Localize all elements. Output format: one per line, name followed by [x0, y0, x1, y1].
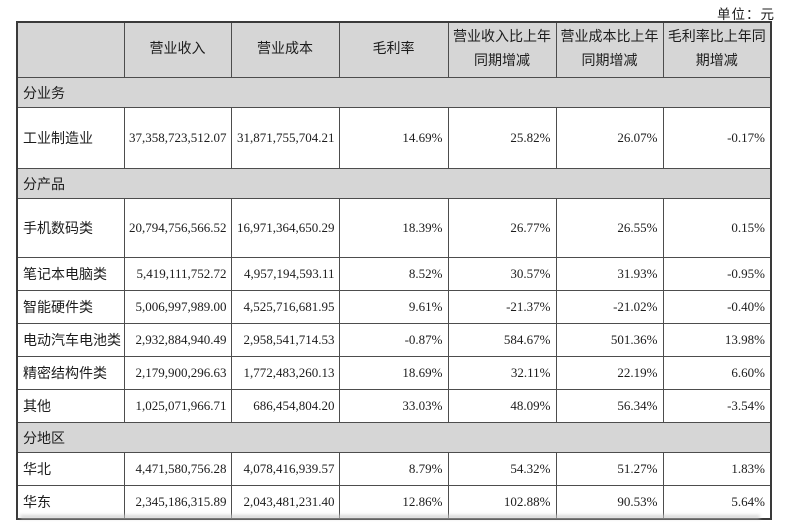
table-row-other: 其他 1,025,071,966.71 686,454,804.20 33.03… — [16, 389, 772, 423]
cell-margin-yoy: 1.83% — [662, 452, 772, 486]
row-label: 智能硬件类 — [16, 290, 125, 324]
cell-margin-yoy: -3.54% — [662, 389, 772, 423]
cell-cost: 16,971,364,650.29 — [230, 198, 340, 258]
cell-revenue: 4,471,580,756.28 — [123, 452, 232, 486]
cell-revenue-yoy: 54.32% — [447, 452, 557, 486]
cell-margin-yoy: -0.40% — [662, 290, 772, 324]
section-title: 分地区 — [16, 422, 772, 453]
cell-cost-yoy: 26.07% — [555, 107, 664, 169]
corner-cell — [16, 21, 125, 78]
cell-revenue-yoy: 26.77% — [447, 198, 557, 258]
cell-cost-yoy: 31.93% — [555, 257, 664, 291]
row-label: 华东 — [16, 485, 125, 520]
cell-cost: 4,525,716,681.95 — [230, 290, 340, 324]
row-label: 手机数码类 — [16, 198, 125, 258]
cell-cost-yoy: 56.34% — [555, 389, 664, 423]
col-header-revenue-yoy: 营业收入比上年同期增减 — [447, 21, 557, 78]
section-title: 分产品 — [16, 168, 772, 199]
cell-gross-margin: 9.61% — [338, 290, 449, 324]
cell-cost: 686,454,804.20 — [230, 389, 340, 423]
row-label: 工业制造业 — [16, 107, 125, 169]
cell-gross-margin: 14.69% — [338, 107, 449, 169]
section-row-region: 分地区 — [16, 422, 772, 453]
cell-margin-yoy: 6.60% — [662, 356, 772, 390]
col-header-margin-yoy: 毛利率比上年同期增减 — [662, 21, 772, 78]
cell-margin-yoy: -0.17% — [662, 107, 772, 169]
row-label: 笔记本电脑类 — [16, 257, 125, 291]
cutoff-next-row-remnant — [20, 515, 760, 519]
section-row-product: 分产品 — [16, 168, 772, 199]
cell-revenue: 5,006,997,989.00 — [123, 290, 232, 324]
cell-revenue: 5,419,111,752.72 — [123, 257, 232, 291]
table-row-smart-hardware: 智能硬件类 5,006,997,989.00 4,525,716,681.95 … — [16, 290, 772, 324]
cell-cost: 1,772,483,260.13 — [230, 356, 340, 390]
cell-cost-yoy: 26.55% — [555, 198, 664, 258]
cell-revenue-yoy: -21.37% — [447, 290, 557, 324]
cell-cost-yoy: -21.02% — [555, 290, 664, 324]
cell-revenue: 2,345,186,315.89 — [123, 485, 232, 520]
section-title: 分业务 — [16, 77, 772, 108]
table-row-east-china: 华东 2,345,186,315.89 2,043,481,231.40 12.… — [16, 485, 772, 520]
table-row-precision-parts: 精密结构件类 2,179,900,296.63 1,772,483,260.13… — [16, 356, 772, 390]
cell-revenue: 2,179,900,296.63 — [123, 356, 232, 390]
cell-revenue-yoy: 32.11% — [447, 356, 557, 390]
header-row: 营业收入 营业成本 毛利率 营业收入比上年同期增减 营业成本比上年同期增减 毛利… — [16, 21, 772, 78]
cell-cost-yoy: 501.36% — [555, 323, 664, 357]
table-row-industrial: 工业制造业 37,358,723,512.07 31,871,755,704.2… — [16, 107, 772, 169]
cell-cost: 31,871,755,704.21 — [230, 107, 340, 169]
cell-revenue-yoy: 25.82% — [447, 107, 557, 169]
cell-revenue: 1,025,071,966.71 — [123, 389, 232, 423]
col-header-revenue: 营业收入 — [123, 21, 232, 78]
table-row-north-china: 华北 4,471,580,756.28 4,078,416,939.57 8.7… — [16, 452, 772, 486]
table-row-laptop: 笔记本电脑类 5,419,111,752.72 4,957,194,593.11… — [16, 257, 772, 291]
table-row-ev-battery: 电动汽车电池类 2,932,884,940.49 2,958,541,714.5… — [16, 323, 772, 357]
cell-margin-yoy: -0.95% — [662, 257, 772, 291]
cell-cost: 4,957,194,593.11 — [230, 257, 340, 291]
cell-revenue-yoy: 30.57% — [447, 257, 557, 291]
cell-gross-margin: 8.52% — [338, 257, 449, 291]
cell-cost: 2,043,481,231.40 — [230, 485, 340, 520]
row-label: 精密结构件类 — [16, 356, 125, 390]
cell-revenue: 2,932,884,940.49 — [123, 323, 232, 357]
cell-revenue-yoy: 48.09% — [447, 389, 557, 423]
col-header-gross-margin: 毛利率 — [338, 21, 449, 78]
cell-revenue-yoy: 584.67% — [447, 323, 557, 357]
cell-margin-yoy: 5.64% — [662, 485, 772, 520]
row-label: 其他 — [16, 389, 125, 423]
cell-cost: 4,078,416,939.57 — [230, 452, 340, 486]
row-label: 华北 — [16, 452, 125, 486]
col-header-cost-yoy: 营业成本比上年同期增减 — [555, 21, 664, 78]
cell-margin-yoy: 0.15% — [662, 198, 772, 258]
financial-breakdown-table: 营业收入 营业成本 毛利率 营业收入比上年同期增减 营业成本比上年同期增减 毛利… — [16, 21, 772, 520]
cell-cost-yoy: 90.53% — [555, 485, 664, 520]
row-label: 电动汽车电池类 — [16, 323, 125, 357]
cell-revenue: 20,794,756,566.52 — [123, 198, 232, 258]
cell-gross-margin: 18.39% — [338, 198, 449, 258]
cell-gross-margin: 18.69% — [338, 356, 449, 390]
unit-label: 单位：元 — [717, 7, 775, 22]
cell-cost: 2,958,541,714.53 — [230, 323, 340, 357]
table-row-mobile-digital: 手机数码类 20,794,756,566.52 16,971,364,650.2… — [16, 198, 772, 258]
cell-cost-yoy: 22.19% — [555, 356, 664, 390]
cell-gross-margin: 8.79% — [338, 452, 449, 486]
cell-margin-yoy: 13.98% — [662, 323, 772, 357]
cell-cost-yoy: 51.27% — [555, 452, 664, 486]
cell-gross-margin: 33.03% — [338, 389, 449, 423]
section-row-business: 分业务 — [16, 77, 772, 108]
cell-gross-margin: 12.86% — [338, 485, 449, 520]
cell-revenue: 37,358,723,512.07 — [123, 107, 232, 169]
cell-gross-margin: -0.87% — [338, 323, 449, 357]
col-header-cost: 营业成本 — [230, 21, 340, 78]
cell-revenue-yoy: 102.88% — [447, 485, 557, 520]
